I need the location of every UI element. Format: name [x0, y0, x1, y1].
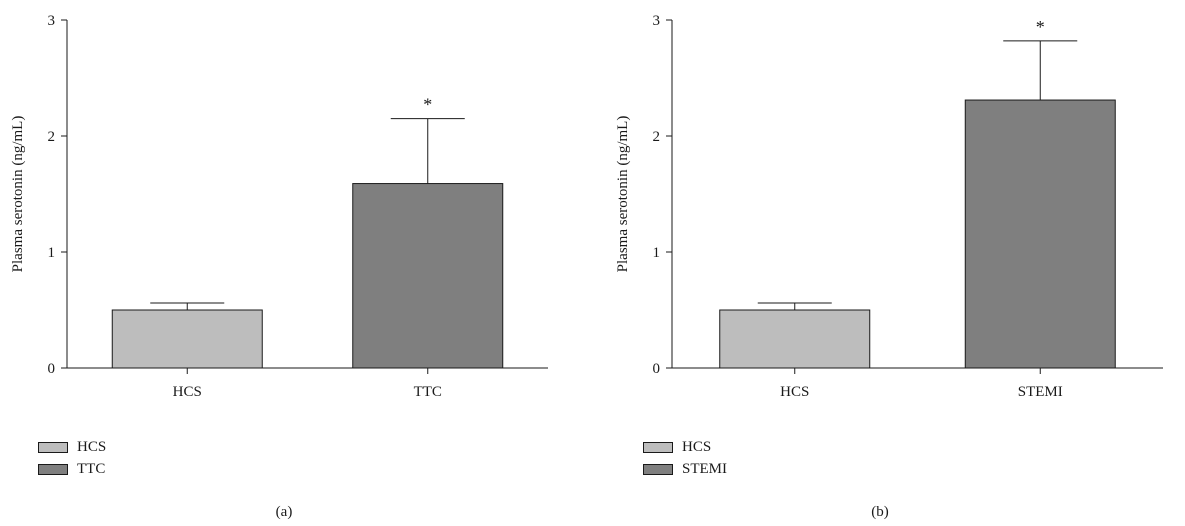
legend-a: HCS TTC: [38, 436, 106, 480]
legend-swatch: [38, 463, 68, 475]
x-tick-label: HCS: [173, 384, 202, 400]
panel-label: (a): [275, 504, 293, 520]
y-tick-label: 1: [48, 245, 56, 261]
legend-label: HCS: [77, 438, 107, 455]
legend-label: TTC: [77, 460, 106, 477]
bar-chart-b: 0 1 2 3 Plasma serotonin (ng/mL) HCS STEMI *: [615, 13, 1163, 400]
y-tick-label: 1: [653, 245, 661, 261]
bar: [352, 183, 504, 369]
legend-swatch: [643, 441, 673, 453]
panel-label: (b): [871, 504, 889, 520]
bar-chart-a: 0 1 2 3 Plasma serotonin (ng/mL) HCS TTC *: [10, 13, 548, 400]
x-tick-label: STEMI: [1018, 384, 1063, 400]
legend-item: HCS: [643, 436, 727, 458]
y-axis-label: Plasma serotonin (ng/mL): [615, 116, 631, 273]
y-tick-label: 3: [653, 13, 661, 29]
legend-b: HCS STEMI: [643, 436, 727, 480]
y-axis-label: Plasma serotonin (ng/mL): [10, 116, 26, 273]
y-tick-label: 0: [48, 361, 56, 377]
y-tick-label: 2: [653, 129, 661, 145]
legend-label: STEMI: [682, 460, 727, 477]
y-tick-label: 3: [48, 13, 56, 29]
legend-swatch: [38, 441, 68, 453]
bar: [111, 309, 263, 369]
y-tick-label: 2: [48, 129, 56, 145]
y-tick-label: 0: [653, 361, 661, 377]
legend-item: TTC: [38, 458, 106, 480]
chart-panel-a: 0 1 2 3 Plasma serotonin (ng/mL) HCS TTC * HCS …: [0, 0, 560, 526]
legend-item: HCS: [38, 436, 106, 458]
significance-marker: *: [423, 95, 432, 115]
chart-panel-b: 0 1 2 3 Plasma serotonin (ng/mL) HCS STEMI * HC…: [605, 0, 1165, 526]
legend-item: STEMI: [643, 458, 727, 480]
x-tick-label: HCS: [780, 384, 809, 400]
bar: [719, 309, 871, 369]
significance-marker: *: [1036, 17, 1045, 37]
bar: [964, 99, 1116, 369]
legend-label: HCS: [682, 438, 712, 455]
x-tick-label: TTC: [414, 384, 442, 400]
legend-swatch: [643, 463, 673, 475]
